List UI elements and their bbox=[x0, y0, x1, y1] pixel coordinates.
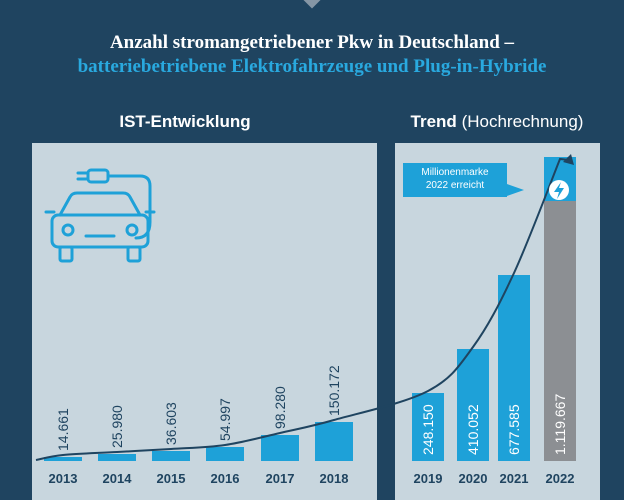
section-trend-note: (Hochrechnung) bbox=[461, 112, 584, 131]
bar-2016 bbox=[206, 447, 244, 461]
bar-2017 bbox=[261, 435, 299, 461]
value-label-2018: 150.172 bbox=[326, 365, 342, 416]
year-label-2015: 2015 bbox=[157, 471, 186, 486]
value-label-2013: 14.661 bbox=[55, 408, 71, 451]
car-plug-icon bbox=[44, 168, 156, 263]
section-title-trend: Trend (Hochrechnung) bbox=[392, 112, 602, 132]
callout-line2: 2022 erreicht bbox=[425, 180, 485, 191]
year-label-2016: 2016 bbox=[211, 471, 240, 486]
bar-2014 bbox=[98, 454, 136, 461]
bar-2021 bbox=[498, 275, 530, 461]
value-label-2015: 36.603 bbox=[163, 402, 179, 445]
year-label-2014: 2014 bbox=[103, 471, 133, 486]
year-label-2017: 2017 bbox=[266, 471, 295, 486]
value-label-2021: 677.585 bbox=[506, 404, 522, 455]
chart-title: Anzahl stromangetriebener Pkw in Deutsch… bbox=[109, 32, 515, 53]
bar-2015 bbox=[152, 451, 190, 461]
value-label-2022: 1.119.667 bbox=[552, 394, 568, 455]
bar-2013 bbox=[44, 457, 82, 461]
value-label-2017: 98.280 bbox=[272, 386, 288, 429]
year-label-2021: 2021 bbox=[500, 471, 529, 486]
value-label-2016: 54.997 bbox=[217, 398, 233, 441]
value-label-2014: 25.980 bbox=[109, 405, 125, 448]
section-title-ist: IST-Entwicklung bbox=[119, 112, 251, 131]
year-label-2020: 2020 bbox=[459, 471, 488, 486]
bar-2020 bbox=[457, 349, 489, 461]
callout-line1: Millionenmarke bbox=[421, 167, 489, 178]
value-label-2020: 410.052 bbox=[465, 404, 481, 455]
year-label-2022: 2022 bbox=[546, 471, 575, 486]
callout-pointer bbox=[507, 184, 524, 196]
bar-2022 bbox=[544, 157, 576, 461]
trend-arrow-head bbox=[563, 154, 574, 165]
lightning-icon bbox=[549, 180, 569, 200]
bar-2018 bbox=[315, 422, 353, 461]
trend-curve bbox=[35, 157, 570, 461]
year-label-2019: 2019 bbox=[414, 471, 443, 486]
year-label-2013: 2013 bbox=[49, 471, 78, 486]
callout-box: Millionenmarke 2022 erreicht bbox=[403, 163, 507, 197]
bar-2019 bbox=[412, 393, 444, 461]
chart-subtitle: batteriebetriebene Elektrofahrzeuge und … bbox=[77, 56, 547, 77]
value-label-2019: 248.150 bbox=[420, 404, 436, 455]
section-trend-label: Trend bbox=[410, 112, 457, 131]
year-label-2018: 2018 bbox=[320, 471, 349, 486]
